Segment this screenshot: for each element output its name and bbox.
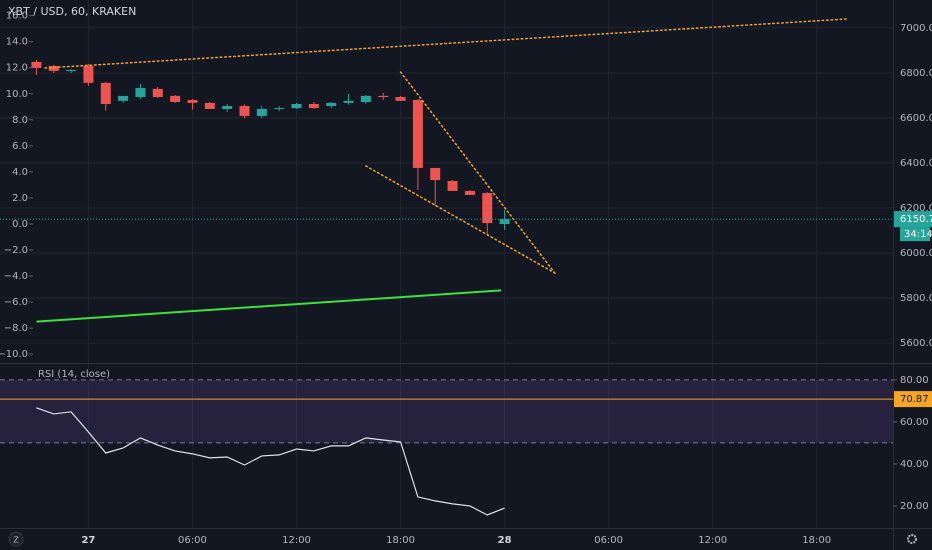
trend-line	[44, 18, 849, 69]
last-price-label: 6150.7	[900, 214, 932, 225]
candle-body	[66, 70, 77, 72]
rsi-tick-label: 60.00	[900, 417, 929, 428]
candle-body	[100, 82, 111, 105]
y-tick-label: 5800.0	[900, 293, 932, 304]
candle-body	[187, 99, 198, 103]
rsi-line	[36, 407, 505, 516]
y2-tick-label: −6.0	[4, 297, 28, 308]
candle-body	[31, 61, 42, 68]
candle-body	[291, 104, 302, 109]
candle-body	[118, 95, 129, 101]
chart-title: XBT / USD, 60, KRAKEN	[8, 5, 136, 18]
y2-tick-label: −2.0	[4, 245, 28, 256]
candle-body	[204, 102, 215, 109]
countdown-label: 34:14	[904, 229, 932, 240]
candle-body	[222, 106, 233, 109]
settings-icon[interactable]	[907, 534, 917, 544]
y2-tick-label: −10.0	[0, 349, 28, 360]
y-tick-label: 6200.0	[900, 203, 932, 214]
y2-tick-label: 12.0	[6, 63, 28, 74]
candle-body	[430, 167, 441, 181]
rsi-level-box	[894, 391, 932, 408]
mark-layer	[0, 18, 893, 516]
candle-body	[83, 65, 94, 83]
y2-tick-label: 4.0	[12, 167, 28, 178]
y-tick-label: 6000.0	[900, 248, 932, 259]
y-tick-label: 6400.0	[900, 158, 932, 169]
y2-tick-label: 16.0	[6, 11, 28, 22]
zoom-icon[interactable]: Z	[8, 531, 24, 547]
rsi-tick-label: 20.00	[900, 501, 929, 512]
candle-body	[274, 108, 285, 110]
y-tick-label: 6800.0	[900, 68, 932, 79]
x-tick-label: 12:00	[698, 535, 727, 546]
y2-tick-label: 2.0	[12, 193, 28, 204]
candle-body	[412, 99, 423, 168]
candle-body	[152, 88, 163, 98]
x-tick-label: 18:00	[386, 535, 415, 546]
trend-line	[36, 289, 502, 323]
y2-tick-label: 0.0	[12, 219, 28, 230]
candle-body	[308, 104, 319, 109]
candle-body	[360, 95, 371, 102]
candle-body	[482, 192, 493, 224]
countdown-box	[900, 227, 930, 242]
candle-body	[48, 65, 59, 71]
candle-body	[239, 106, 250, 116]
candle-body	[170, 95, 181, 102]
x-tick-label: 12:00	[282, 535, 311, 546]
y2-tick-label: −4.0	[4, 271, 28, 282]
trend-line	[399, 71, 556, 274]
candle-body	[499, 219, 510, 224]
rsi-title: RSI (14, close)	[38, 369, 110, 380]
x-tick-label: 27	[81, 535, 95, 546]
candle-body	[464, 190, 475, 195]
last-price-box	[894, 211, 932, 228]
x-tick-label: 18:00	[802, 535, 831, 546]
y-tick-label: 5600.0	[900, 338, 932, 349]
candle-body	[395, 97, 406, 101]
candle-body	[326, 102, 337, 107]
y-tick-label: 7000.0	[900, 23, 932, 34]
x-tick-label: 28	[498, 535, 512, 546]
y2-tick-label: 8.0	[12, 115, 28, 126]
candle-body	[135, 88, 146, 98]
candle-body	[447, 181, 458, 191]
rsi-tick-label: 40.00	[900, 459, 929, 470]
rsi-level-label: 70.87	[900, 394, 929, 405]
x-tick-label: 06:00	[178, 535, 207, 546]
candle-body	[256, 108, 267, 116]
rsi-band	[0, 379, 893, 443]
grid-layer	[0, 0, 893, 528]
y-tick-label: 6600.0	[900, 113, 932, 124]
y2-tick-label: 10.0	[6, 89, 28, 100]
y2-tick-label: 14.0	[6, 37, 28, 48]
trend-line	[365, 165, 556, 274]
candle-body	[343, 100, 354, 103]
candle-body	[378, 95, 389, 98]
rsi-tick-label: 80.00	[900, 375, 929, 386]
y2-tick-label: 6.0	[12, 141, 28, 152]
svg-text:Z: Z	[13, 536, 19, 545]
y2-tick-label: −8.0	[4, 323, 28, 334]
x-tick-label: 06:00	[594, 535, 623, 546]
